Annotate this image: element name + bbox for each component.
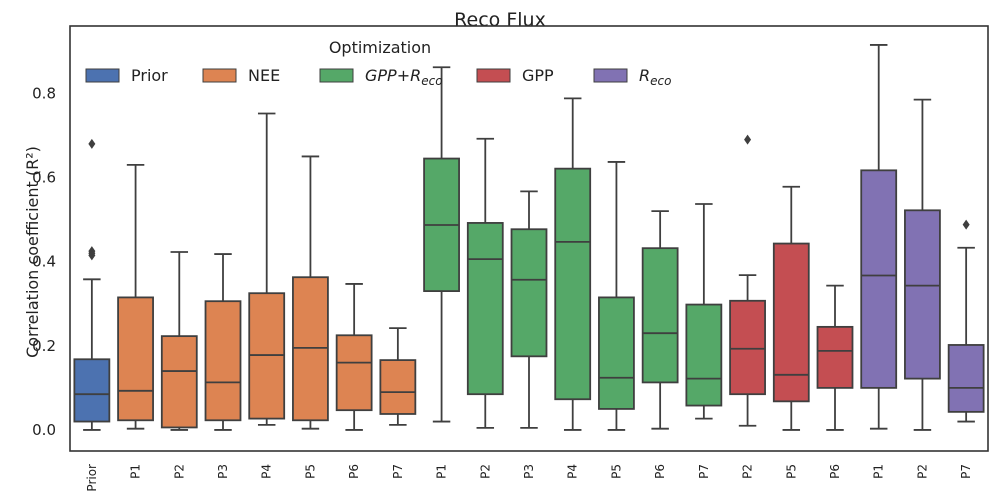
x-tick-label: P7: [959, 464, 973, 479]
x-tick-label: P2: [741, 464, 755, 479]
box-body: [772, 242, 810, 403]
box-5: [248, 112, 286, 426]
box-body: [466, 222, 504, 396]
plot-frame: [69, 25, 989, 452]
box-1: [73, 138, 111, 431]
legend-label-text: Prior: [131, 66, 168, 85]
x-tick-label: P2: [478, 464, 492, 479]
legend-title: Optimization: [329, 38, 431, 57]
box-body: [947, 344, 985, 413]
y-tick-label: 0.6: [32, 168, 56, 186]
box-9: [423, 66, 460, 423]
box-body: [204, 300, 242, 422]
box-3: [160, 251, 198, 431]
legend: Optimization Prior NEE GPP+Reco GPP Reco: [85, 38, 671, 88]
box-18: [816, 284, 854, 431]
x-tick-label: P6: [828, 464, 842, 479]
legend-swatch-2: [202, 68, 237, 83]
y-tick-label: 0.8: [32, 84, 56, 102]
legend-swatch-1: [85, 68, 120, 83]
box-body: [816, 325, 854, 389]
y-axis-label: Correlation coefficient (R²): [23, 146, 42, 358]
box-body: [510, 228, 548, 358]
x-axis-ticks: Prior P1 P2 P3 P4 P5 P6 P7 P1 P2 P3 P4 P5 P6 P7 P2 P5 P6 P…: [85, 464, 973, 492]
outlier-point: [744, 134, 752, 145]
box-10: [466, 137, 504, 429]
legend-label-1: Prior: [131, 66, 168, 85]
y-axis-ticks: 0.0 0.2 0.4 0.6 0.8: [32, 84, 56, 439]
box-body: [729, 299, 766, 396]
chart-title: Reco Flux: [454, 9, 546, 31]
outlier-point: [88, 138, 96, 149]
outlier-point: [962, 219, 970, 230]
box-11: [510, 190, 548, 429]
legend-label-5: Reco: [639, 66, 671, 88]
box-body: [598, 296, 635, 410]
legend-label-subscript: eco: [650, 74, 671, 88]
x-tick-label: P5: [303, 464, 317, 479]
box-body: [379, 359, 417, 415]
x-tick-label: P4: [566, 464, 580, 479]
box-17: [772, 185, 810, 431]
box-14: [641, 210, 679, 430]
legend-label-text: R: [639, 66, 650, 85]
box-body: [641, 247, 679, 384]
box-13: [598, 161, 635, 431]
box-series: [73, 44, 985, 431]
box-20: [904, 98, 941, 431]
box-4: [204, 253, 242, 431]
x-tick-label: P6: [347, 464, 361, 479]
box-body: [860, 169, 898, 389]
legend-swatch-5: [593, 68, 628, 83]
legend-label-subscript: eco: [421, 74, 442, 88]
legend-label-2: NEE: [248, 66, 280, 85]
box-body: [554, 167, 592, 401]
legend-label-3: GPP+Reco: [365, 66, 443, 88]
box-body: [335, 334, 373, 412]
x-tick-label: P6: [653, 464, 667, 479]
x-tick-label: P7: [391, 464, 405, 479]
legend-label-4: GPP: [522, 66, 554, 85]
x-tick-label: P7: [697, 464, 711, 479]
x-tick-label: P3: [216, 464, 230, 479]
box-16: [729, 134, 766, 427]
legend-swatch-3: [319, 68, 354, 83]
legend-label-text: GPP: [522, 66, 554, 85]
box-body: [73, 358, 111, 423]
x-tick-label: P4: [260, 464, 274, 479]
x-tick-label: P1: [872, 464, 886, 479]
box-body: [160, 335, 198, 429]
x-tick-label: P5: [784, 464, 798, 479]
box-12: [554, 97, 592, 431]
x-tick-label: P3: [522, 464, 536, 479]
box-19: [860, 44, 898, 430]
y-tick-label: 0.0: [32, 421, 56, 439]
box-6: [292, 155, 329, 430]
x-tick-label: P1: [435, 464, 449, 479]
outlier-point: [88, 250, 96, 261]
y-tick-label: 0.4: [32, 253, 56, 271]
y-axis-label-text: Correlation coefficient (R²): [23, 146, 42, 358]
x-tick-label: P5: [609, 464, 623, 479]
box-8: [379, 327, 417, 426]
box-body: [904, 209, 941, 380]
box-body: [685, 303, 723, 407]
x-tick-label: P2: [172, 464, 186, 479]
legend-label-text: GPP+R: [365, 66, 421, 85]
box-21: [947, 219, 985, 423]
x-tick-label: Prior: [85, 464, 99, 492]
box-7: [335, 283, 373, 431]
x-tick-label: P1: [129, 464, 143, 479]
legend-swatch-4: [476, 68, 511, 83]
box-15: [685, 203, 723, 420]
box-2: [117, 163, 154, 430]
box-body: [117, 296, 154, 422]
legend-label-text: NEE: [248, 66, 280, 85]
y-tick-label: 0.2: [32, 337, 56, 355]
x-tick-label: P2: [915, 464, 929, 479]
